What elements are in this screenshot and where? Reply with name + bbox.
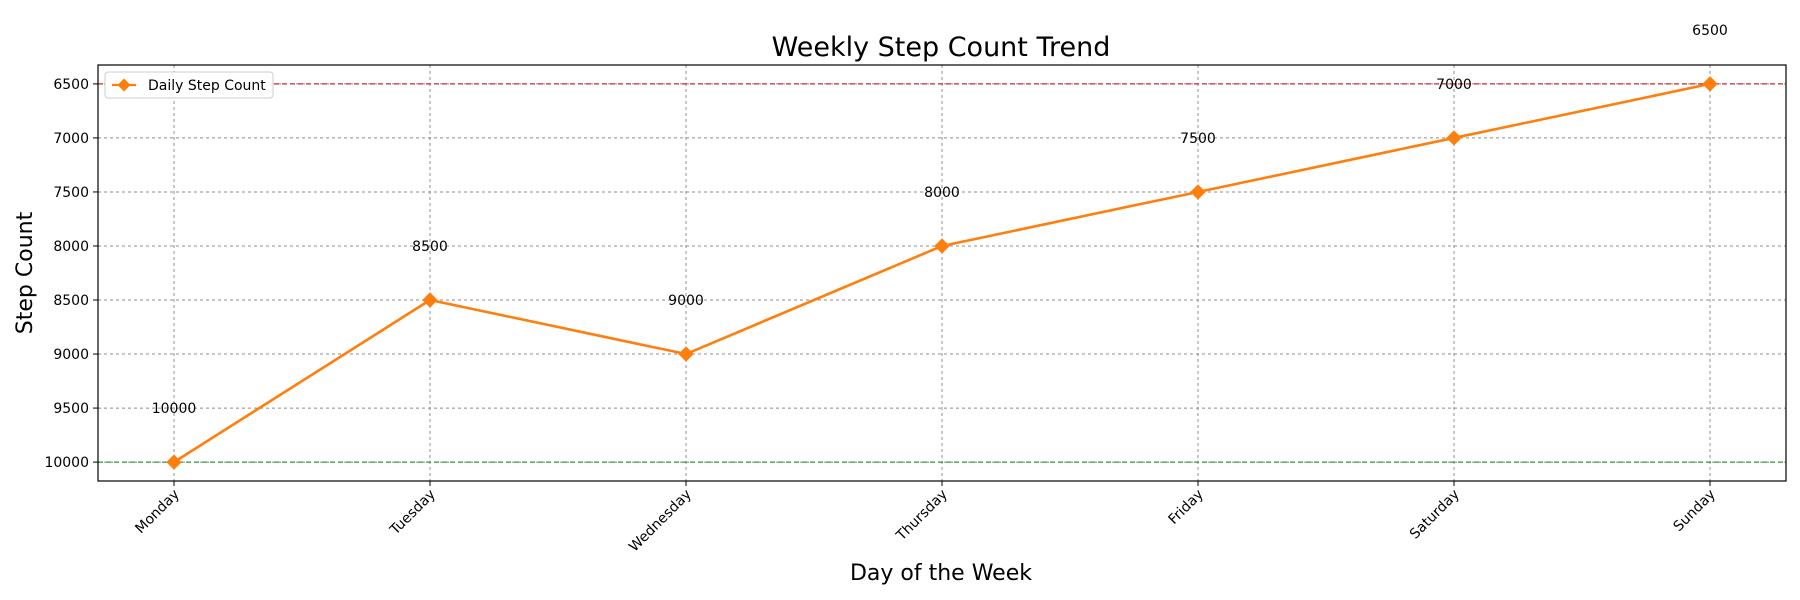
y-tick-label-9000: 9000: [53, 347, 89, 363]
y-tick-label-7000: 7000: [53, 131, 89, 147]
grid-lines: [98, 65, 1786, 481]
data-label-thursday: 8000: [924, 185, 960, 201]
legend-entry-daily-step-count: Daily Step Count: [148, 78, 266, 94]
legend[interactable]: Daily Step Count: [104, 71, 274, 99]
x-tick-label-friday: Friday: [1166, 487, 1207, 528]
data-label-sunday: 6500: [1692, 23, 1728, 39]
x-axis-label: Day of the Week: [850, 561, 1032, 586]
x-tick-label-wednesday: Wednesday: [626, 487, 695, 556]
data-label-monday: 10000: [152, 401, 197, 417]
data-label-wednesday: 9000: [668, 293, 704, 309]
data-point-thursday: [934, 238, 950, 254]
x-tick-label-tuesday: Tuesday: [387, 487, 439, 539]
x-tick-label-monday: Monday: [132, 487, 182, 537]
data-point-wednesday: [678, 346, 694, 362]
y-axis-label: Step Count: [13, 211, 38, 334]
y-tick-label-6500: 6500: [53, 77, 89, 93]
y-tick-label-7500: 7500: [53, 185, 89, 201]
reference-lines: [98, 83, 1786, 463]
data-point-sunday: [1702, 76, 1718, 92]
y-tick-label-8000: 8000: [53, 239, 89, 255]
series-line-daily-step-count: [173, 82, 1711, 464]
data-point-friday: [1190, 184, 1206, 200]
x-tick-label-saturday: Saturday: [1407, 487, 1463, 543]
chart-title: Weekly Step Count Trend: [772, 32, 1111, 63]
y-tick-label-8500: 8500: [53, 293, 89, 309]
data-labels: 10000 8500 9000 8000 7500 7000 6500: [152, 23, 1728, 417]
y-tick-label-10000: 10000: [44, 455, 89, 471]
x-tick-label-sunday: Sunday: [1670, 487, 1718, 535]
data-point-tuesday: [422, 292, 438, 308]
series-layer: [166, 76, 1718, 470]
axis-ticks: 6500 7000 7500 8000 8500 9000 9500 10000 Monday T…: [44, 77, 1718, 555]
y-tick-label-9500: 9500: [53, 401, 89, 417]
data-point-monday: [166, 454, 182, 470]
data-label-tuesday: 8500: [412, 239, 448, 255]
legend-box: [104, 71, 274, 99]
legend-diamond-marker: [117, 78, 131, 92]
x-tick-label-thursday: Thursday: [893, 487, 951, 545]
data-label-saturday: 7000: [1436, 77, 1472, 93]
plot-area-frame: [97, 64, 1787, 482]
data-label-friday: 7500: [1180, 131, 1216, 147]
data-point-saturday: [1446, 130, 1462, 146]
